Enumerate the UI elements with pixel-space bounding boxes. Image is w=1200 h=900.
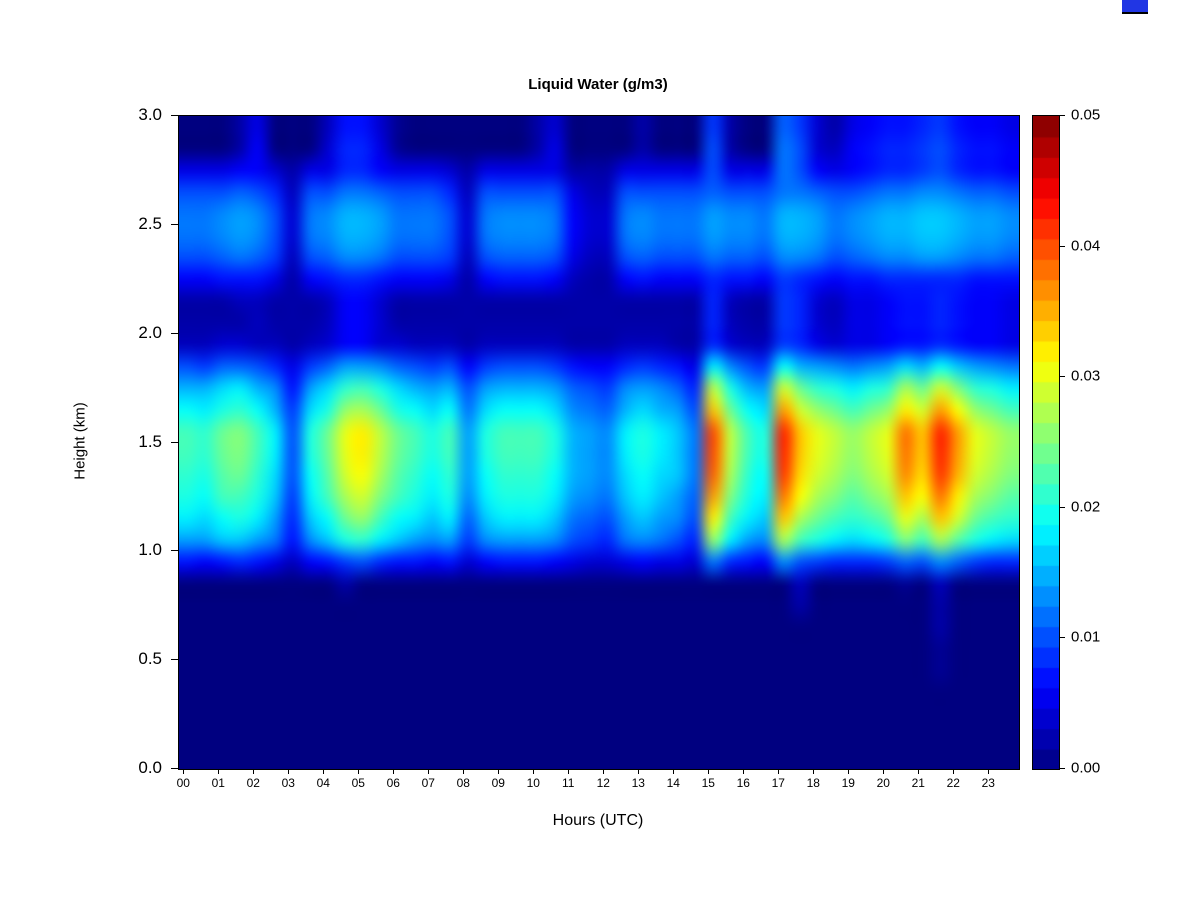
x-tick-mark <box>778 769 780 774</box>
x-tick-label: 23 <box>981 776 995 790</box>
x-tick-label: 22 <box>946 776 960 790</box>
x-tick-label: 12 <box>596 776 610 790</box>
x-tick-label: 21 <box>911 776 925 790</box>
x-tick-label: 08 <box>456 776 470 790</box>
y-tick-label: 0.0 <box>138 758 162 777</box>
y-tick-label: 2.5 <box>138 213 162 233</box>
x-tick-mark <box>288 769 290 774</box>
x-tick-mark <box>673 769 675 774</box>
x-tick-label: 16 <box>736 776 750 790</box>
screenshot-artifact <box>1122 0 1148 14</box>
x-tick-mark <box>743 769 745 774</box>
y-tick-mark <box>171 332 178 334</box>
x-tick-mark <box>883 769 885 774</box>
y-tick-label: 1.5 <box>138 431 162 451</box>
colorbar-tick-mark <box>1059 637 1065 639</box>
x-tick-mark <box>708 769 710 774</box>
y-tick-label: 3.0 <box>138 105 162 124</box>
chart-title: Liquid Water (g/m3) <box>528 76 668 93</box>
x-tick-mark <box>813 769 815 774</box>
colorbar-ticks: 0.00 0.01 0.02 0.03 0.04 0.05 <box>1059 107 1179 777</box>
x-axis-ticks: 00 01 02 03 04 05 06 07 08 09 10 11 12 13 14 15 16 17 18 19… <box>176 769 1018 799</box>
y-tick-label: 1.0 <box>138 540 162 560</box>
x-tick-mark <box>253 769 255 774</box>
x-tick-mark <box>533 769 535 774</box>
colorbar-tick-mark <box>1059 376 1065 378</box>
x-tick-label: 11 <box>562 776 575 790</box>
colorbar-tick-mark <box>1059 768 1065 769</box>
x-tick-label: 07 <box>421 776 435 790</box>
x-tick-label: 15 <box>701 776 715 790</box>
x-tick-label: 18 <box>806 776 820 790</box>
y-tick-mark <box>171 441 178 443</box>
x-tick-label: 14 <box>666 776 680 790</box>
x-tick-mark <box>638 769 640 774</box>
colorbar-tick-label: 0.01 <box>1071 628 1101 646</box>
x-tick-mark <box>498 769 500 774</box>
colorbar <box>1032 115 1060 770</box>
colorbar-tick-label: 0.04 <box>1071 237 1101 255</box>
x-tick-label: 17 <box>771 776 785 790</box>
heatmap-canvas <box>179 116 1019 769</box>
x-tick-mark <box>393 769 395 774</box>
x-tick-label: 20 <box>876 776 890 790</box>
x-tick-mark <box>918 769 920 774</box>
x-tick-mark <box>428 769 430 774</box>
y-tick-mark <box>171 115 178 116</box>
y-tick-label: 0.5 <box>138 649 162 669</box>
y-tick-mark <box>171 659 178 661</box>
x-tick-mark <box>463 769 465 774</box>
colorbar-tick-label: 0.05 <box>1071 106 1101 124</box>
colorbar-canvas <box>1033 116 1059 769</box>
x-tick-mark <box>603 769 605 774</box>
x-tick-mark <box>953 769 955 774</box>
colorbar-tick-label: 0.00 <box>1071 759 1101 777</box>
x-tick-label: 05 <box>351 776 365 790</box>
colorbar-tick-mark <box>1059 506 1065 508</box>
y-tick-mark <box>171 768 178 769</box>
x-tick-label: 06 <box>386 776 400 790</box>
x-tick-label: 10 <box>526 776 540 790</box>
x-tick-mark <box>218 769 220 774</box>
y-tick-label: 2.0 <box>138 322 162 342</box>
x-tick-mark <box>183 769 185 774</box>
y-tick-mark <box>171 223 178 225</box>
x-tick-label: 00 <box>176 776 190 790</box>
colorbar-tick-label: 0.03 <box>1071 367 1101 385</box>
x-tick-label: 01 <box>211 776 225 790</box>
colorbar-tick-mark <box>1059 245 1065 247</box>
x-tick-label: 13 <box>631 776 645 790</box>
x-tick-mark <box>848 769 850 774</box>
x-tick-label: 03 <box>281 776 295 790</box>
x-tick-label: 09 <box>491 776 505 790</box>
plot-area <box>178 115 1020 770</box>
x-tick-label: 19 <box>841 776 855 790</box>
colorbar-tick-mark <box>1059 115 1065 116</box>
x-tick-mark <box>358 769 360 774</box>
y-axis-ticks: 3.0 2.5 2.0 1.5 1.0 0.5 0.0 <box>0 105 178 777</box>
x-tick-mark <box>323 769 325 774</box>
x-axis-label: Hours (UTC) <box>552 812 644 829</box>
x-tick-label: 04 <box>316 776 330 790</box>
x-tick-mark <box>568 769 570 774</box>
x-tick-label: 02 <box>246 776 260 790</box>
x-tick-mark <box>988 769 990 774</box>
y-tick-mark <box>171 550 178 552</box>
colorbar-tick-label: 0.02 <box>1071 498 1101 516</box>
